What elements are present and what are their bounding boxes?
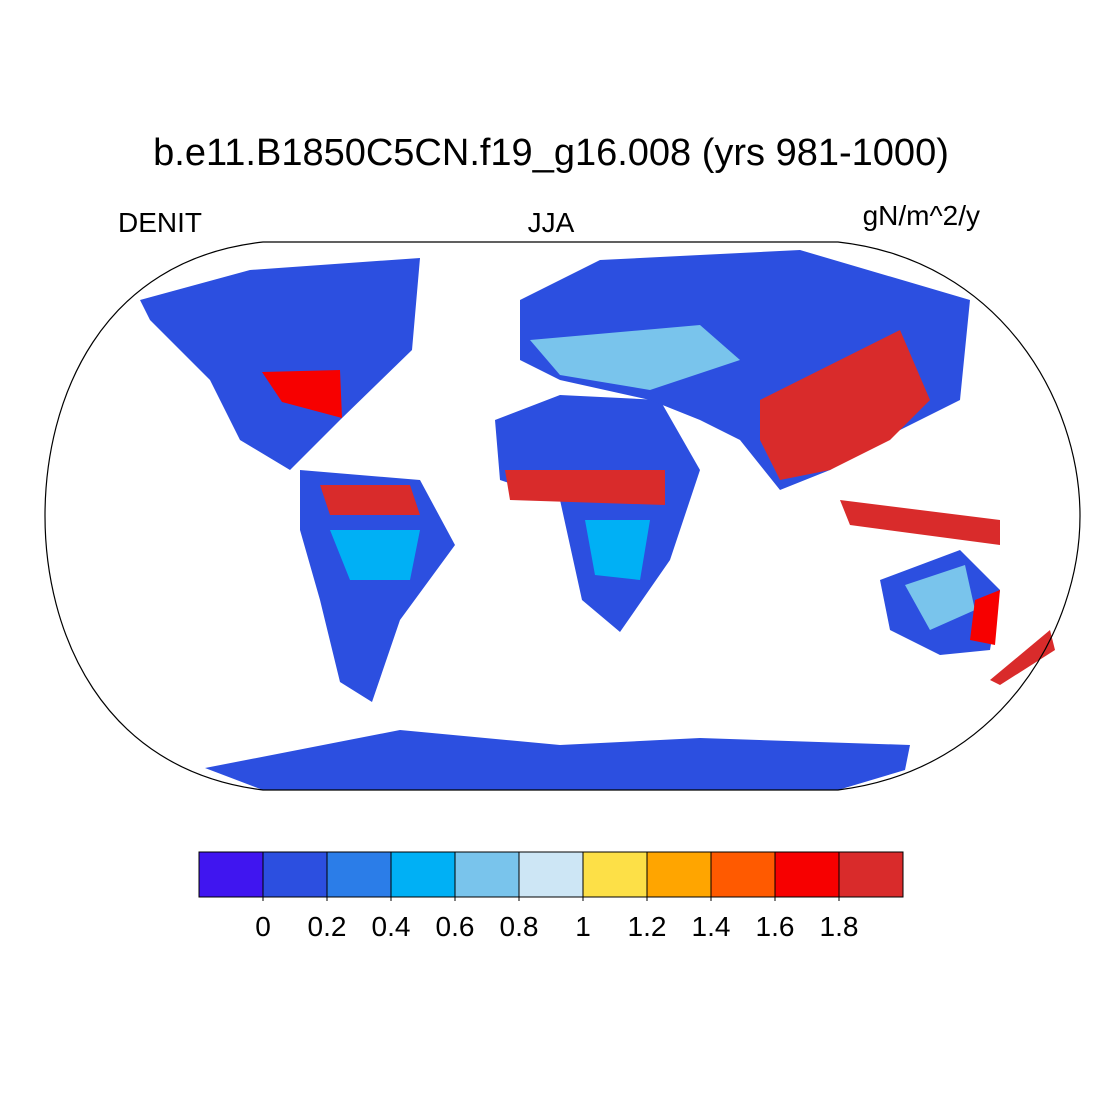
- colorbar-tick-label: 0.8: [500, 911, 539, 942]
- colorbar-swatch: [710, 851, 776, 898]
- land-region: [205, 730, 910, 790]
- colorbar-swatch: [774, 851, 840, 898]
- title: b.e11.B1850C5CN.f19_g16.008 (yrs 981-100…: [153, 132, 949, 174]
- land-region: [495, 395, 700, 632]
- colorbar-swatch: [326, 851, 392, 898]
- right-label: gN/m^2/y: [863, 200, 980, 231]
- center-label: JJA: [528, 207, 575, 238]
- land-region: [505, 470, 665, 505]
- land-region: [990, 630, 1055, 685]
- land-region: [530, 325, 740, 390]
- colorbar-swatch: [838, 851, 904, 898]
- land-region: [262, 370, 342, 418]
- colorbar-swatch: [518, 851, 584, 898]
- colorbar-swatch: [390, 851, 456, 898]
- colorbar-swatch: [646, 851, 712, 898]
- land-region: [840, 500, 1000, 545]
- colorbar-tick-label: 0.4: [372, 911, 411, 942]
- land-region: [970, 590, 1000, 645]
- land-region: [140, 258, 420, 470]
- map-outline: [44, 241, 1081, 791]
- colorbar-tick-label: 1.6: [756, 911, 795, 942]
- colorbar-tick-label: 1.4: [692, 911, 731, 942]
- colorbar-tick-label: 0.6: [436, 911, 475, 942]
- colorbar-swatch: [454, 851, 520, 898]
- colorbar-tick-label: 1.2: [628, 911, 667, 942]
- land-region: [320, 485, 420, 515]
- land-region: [905, 565, 975, 630]
- map-field: [140, 250, 1055, 790]
- colorbar-tick-label: 1: [575, 911, 591, 942]
- colorbar-swatch: [582, 851, 648, 898]
- land-region: [760, 330, 930, 480]
- colorbar-tick-label: 0.2: [308, 911, 347, 942]
- colorbar-tick-label: 1.8: [820, 911, 859, 942]
- colorbar: 0 0.2 0.4 0.6 0.8 1 1.2 1.4 1.6 1.8: [198, 851, 904, 942]
- land-region: [585, 520, 650, 580]
- land-region: [330, 530, 420, 580]
- left-label: DENIT: [118, 207, 202, 238]
- colorbar-swatch: [262, 851, 328, 898]
- land-region: [300, 470, 455, 702]
- colorbar-tick-label: 0: [255, 911, 271, 942]
- colorbar-swatch: [198, 851, 264, 898]
